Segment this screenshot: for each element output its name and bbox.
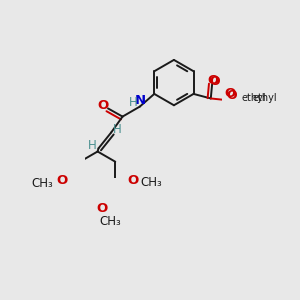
Text: O: O [56,174,68,187]
Text: N: N [135,94,146,107]
Text: O: O [127,174,138,187]
Text: O: O [209,75,220,88]
Text: O: O [97,202,108,215]
Text: O: O [207,74,219,87]
Text: O: O [225,87,236,101]
Text: CH₃: CH₃ [141,176,162,189]
Text: CH₃: CH₃ [32,177,54,190]
Text: O: O [226,89,237,102]
Text: H: H [88,139,97,152]
Text: O: O [97,99,108,112]
Text: CH₃: CH₃ [99,215,121,228]
Text: ethyl: ethyl [242,92,266,103]
Text: H: H [129,96,138,109]
Text: ethyl: ethyl [252,94,277,103]
Text: H: H [113,123,122,136]
